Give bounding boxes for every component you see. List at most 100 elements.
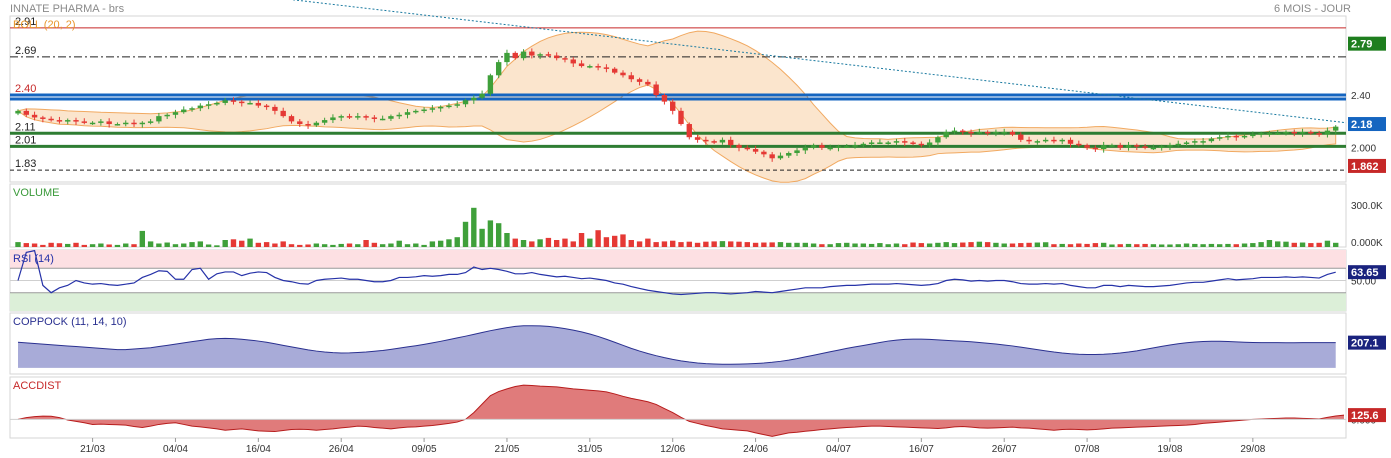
volume-bar — [653, 242, 659, 247]
x-tick-label: 24/06 — [743, 444, 768, 455]
volume-bar — [1018, 243, 1024, 247]
volume-bar — [355, 244, 361, 247]
volume-bar — [728, 241, 734, 247]
volume-bar — [23, 243, 29, 247]
volume-bar — [139, 230, 146, 247]
candle-body — [545, 54, 552, 56]
candle-body — [73, 120, 79, 122]
volume-bar — [106, 244, 112, 247]
frame-volume — [9, 183, 1347, 248]
candle-body — [537, 54, 543, 56]
volume-bar — [902, 244, 908, 247]
candle-body — [1158, 146, 1165, 148]
volume-bar — [305, 244, 311, 247]
candle-body — [703, 139, 709, 142]
volume-bar — [446, 239, 452, 247]
candle-body — [1150, 147, 1157, 150]
price-badge — [1348, 158, 1386, 173]
candle-body — [305, 124, 311, 126]
volume-bar — [628, 240, 634, 247]
volume-bar — [595, 230, 601, 247]
bollinger-band — [16, 30, 1337, 183]
volume-bar — [1225, 243, 1231, 247]
volume-bar — [1051, 244, 1057, 247]
candle-body — [993, 131, 999, 134]
volume-bar — [736, 241, 742, 247]
x-tick-label: 09/05 — [412, 444, 437, 455]
candle-body — [214, 102, 220, 105]
candle-body — [570, 59, 576, 64]
volume-bar — [239, 240, 245, 247]
candle-body — [1067, 139, 1074, 144]
candle-body — [1051, 139, 1057, 142]
x-tick-label: 29/08 — [1240, 444, 1265, 455]
volume-bar — [1117, 244, 1123, 247]
candle-body — [918, 143, 925, 146]
coppock-line — [17, 325, 1336, 365]
candle-body — [230, 100, 237, 102]
candle-body — [951, 130, 958, 133]
accdist-line — [17, 384, 1345, 437]
volume-bar — [205, 244, 212, 247]
volume-bar — [1316, 242, 1322, 247]
x-tick-label: 31/05 — [577, 444, 602, 455]
period-label[interactable]: 6 MOIS - JOUR — [1273, 3, 1351, 15]
coppock-badge — [1348, 335, 1386, 350]
volume-bar — [1175, 244, 1181, 247]
candle-body — [1241, 135, 1248, 138]
candle-body — [172, 112, 179, 115]
volume-bar — [131, 244, 137, 247]
candle-body — [1109, 145, 1115, 147]
volume-bar — [1324, 240, 1331, 247]
volume-bar — [272, 243, 278, 247]
volume-bar — [670, 240, 676, 247]
candle-body — [761, 151, 767, 155]
frame-coppock — [9, 312, 1347, 375]
volume-bar — [222, 240, 228, 247]
accdist-badge-label: 125.6 — [1351, 410, 1379, 422]
volume-bar — [346, 243, 353, 247]
candle-body — [363, 116, 369, 118]
candle-body — [56, 120, 63, 122]
volume-bar — [1266, 240, 1273, 247]
rsi-oversold-zone — [10, 292, 1346, 311]
x-tick-label: 19/08 — [1157, 444, 1182, 455]
volume-bar — [984, 242, 991, 247]
volume-bar — [214, 245, 220, 247]
candle-body — [636, 79, 643, 82]
candle-body — [487, 75, 494, 94]
candle-body — [272, 106, 278, 111]
candle-body — [396, 114, 402, 117]
candle-body — [429, 108, 436, 110]
volume-bar — [263, 242, 270, 247]
candle-body — [1134, 145, 1140, 147]
candle-body — [114, 124, 121, 126]
volume-bar — [752, 242, 759, 247]
volume-bar — [255, 242, 262, 247]
level-label-4: 2.01 — [15, 134, 36, 146]
volume-bar — [73, 242, 79, 247]
x-tick-label: 12/06 — [660, 444, 685, 455]
candle-body — [736, 145, 742, 148]
level-label-1: 2.69 — [15, 45, 36, 57]
candle-body — [769, 154, 775, 159]
candle-body — [147, 121, 154, 123]
accdist-area — [18, 385, 1344, 437]
candle-body — [48, 118, 54, 121]
volume-tick: 300.0K — [1351, 201, 1383, 212]
candle-body — [355, 116, 361, 118]
volume-bar — [951, 243, 958, 247]
volume-bar — [1134, 244, 1140, 247]
volume-bar — [844, 242, 850, 247]
candle-body — [653, 84, 659, 96]
candle-body — [1092, 147, 1099, 150]
volume-bar — [371, 242, 378, 247]
candle-body — [1275, 133, 1281, 135]
candle-body — [454, 104, 460, 106]
candle-body — [1225, 135, 1231, 138]
candle-body — [902, 141, 908, 143]
candle-body — [437, 106, 444, 109]
candle-body — [65, 120, 71, 122]
